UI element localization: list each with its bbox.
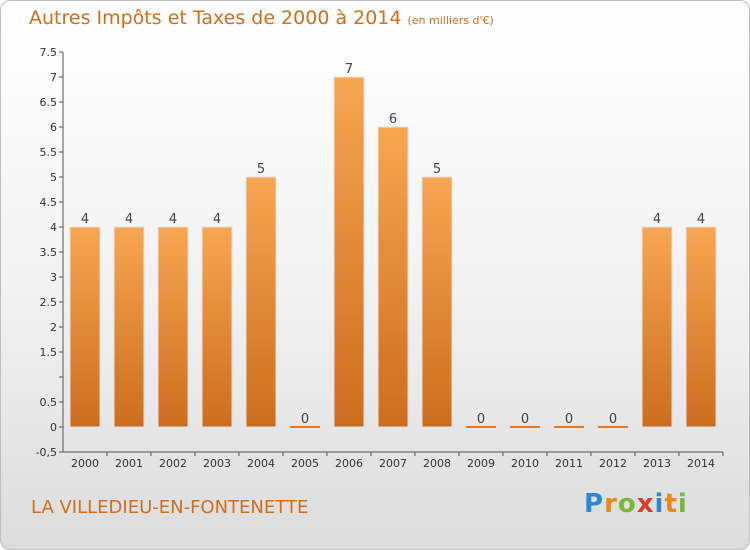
bar	[685, 226, 717, 428]
y-tick-label: 0	[50, 421, 57, 434]
x-tick-label: 2011	[555, 457, 583, 470]
bar	[554, 426, 584, 428]
x-tick-label: 2012	[599, 457, 627, 470]
data-label: 4	[653, 212, 661, 227]
data-label: 5	[257, 162, 265, 177]
y-tick-label: 2.5	[40, 296, 58, 309]
bar	[201, 226, 233, 428]
data-label: 0	[565, 412, 573, 427]
bar	[641, 226, 673, 428]
bar	[245, 176, 277, 428]
bar	[598, 426, 628, 428]
data-label: 0	[609, 412, 617, 427]
x-tick-label: 2003	[203, 457, 231, 470]
bar	[69, 226, 101, 428]
data-label: 4	[213, 212, 221, 227]
logo-letter: i	[654, 489, 665, 519]
x-tick-label: 2004	[247, 457, 275, 470]
y-tick-label: 2	[50, 321, 57, 334]
y-tick-label: 4.5	[40, 196, 58, 209]
data-label: 7	[345, 62, 353, 77]
y-tick-label: 7.5	[40, 46, 58, 59]
data-label: 4	[125, 212, 133, 227]
x-tick-label: 2010	[511, 457, 539, 470]
x-tick-label: 2009	[467, 457, 495, 470]
data-label: 4	[81, 212, 89, 227]
chart-title-text: Autres Impôts et Taxes de 2000 à 2014	[29, 7, 402, 29]
x-tick-label: 2007	[379, 457, 407, 470]
data-label: 6	[389, 112, 397, 127]
logo-letter: P	[584, 489, 605, 519]
data-label: 4	[697, 212, 705, 227]
bar	[113, 226, 145, 428]
logo-letter: o	[617, 489, 637, 519]
x-tick-label: 2000	[71, 457, 99, 470]
logo-letter: x	[636, 489, 655, 519]
x-tick-label: 2001	[115, 457, 143, 470]
y-tick-label: 3.5	[40, 246, 58, 259]
bar	[466, 426, 496, 428]
y-tick-label: 5.5	[40, 146, 58, 159]
x-tick-label: 2008	[423, 457, 451, 470]
data-label: 5	[433, 162, 441, 177]
y-tick-label: 1.5	[40, 346, 58, 359]
logo-letter: i	[677, 489, 688, 519]
bar	[290, 426, 320, 428]
chart-title: Autres Impôts et Taxes de 2000 à 2014 (en…	[29, 7, 494, 29]
bar	[510, 426, 540, 428]
y-tick-label: 5	[50, 171, 57, 184]
x-tick-label: 2014	[687, 457, 715, 470]
y-tick-label: -0,5	[36, 446, 57, 459]
x-tick-label: 2013	[643, 457, 671, 470]
y-tick-label: 7	[50, 71, 57, 84]
chart-unit: (en milliers d'€)	[407, 14, 494, 27]
proxiti-logo: Proxiti	[584, 489, 688, 519]
y-tick-label: 0.5	[40, 396, 58, 409]
x-tick-label: 2006	[335, 457, 363, 470]
commune-name: LA VILLEDIEU-EN-FONTENETTE	[31, 497, 309, 518]
logo-letter: t	[664, 489, 678, 519]
data-label: 0	[301, 412, 309, 427]
y-tick-label: 6	[50, 121, 57, 134]
bar	[333, 76, 365, 428]
x-tick-label: 2002	[159, 457, 187, 470]
y-tick-label: 3	[50, 271, 57, 284]
bar	[377, 126, 409, 428]
y-tick-label: 4	[50, 221, 57, 234]
x-tick-label: 2005	[291, 457, 319, 470]
y-tick-label: 6.5	[40, 96, 58, 109]
bar	[421, 176, 453, 428]
data-label: 4	[169, 212, 177, 227]
logo-letter: r	[604, 489, 618, 519]
data-label: 0	[521, 412, 529, 427]
bar	[157, 226, 189, 428]
data-label: 0	[477, 412, 485, 427]
